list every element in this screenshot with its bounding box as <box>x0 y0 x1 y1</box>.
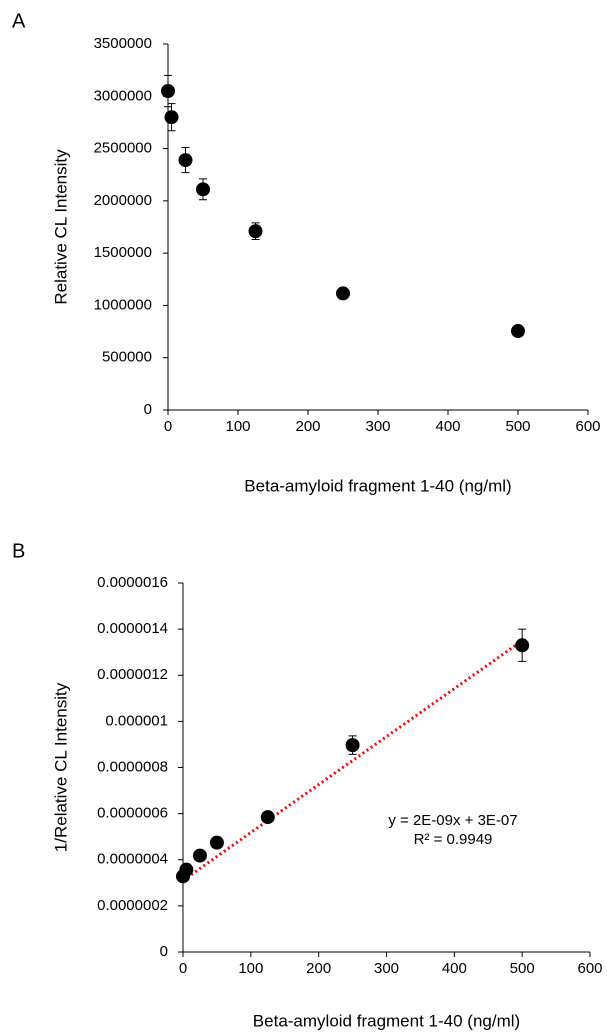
panel-label: B <box>12 540 25 562</box>
data-point <box>164 110 179 125</box>
x-tick-label: 500 <box>505 418 530 435</box>
data-point <box>515 638 530 653</box>
y-tick-label: 0.0000006 <box>97 805 168 822</box>
y-tick-label: 0 <box>160 943 168 960</box>
y-tick-label: 3500000 <box>94 35 152 52</box>
x-tick-label: 400 <box>442 960 467 977</box>
data-point <box>345 738 360 753</box>
y-tick-label: 0.0000002 <box>97 897 168 914</box>
data-point <box>161 84 175 99</box>
y-tick-label: 2000000 <box>94 192 152 209</box>
y-tick-label: 2500000 <box>94 140 152 157</box>
data-point <box>209 835 224 850</box>
x-tick-label: 500 <box>510 960 535 977</box>
panel-label: A <box>12 10 26 32</box>
data-point <box>196 182 210 197</box>
y-tick-label: 0.0000016 <box>97 574 168 591</box>
x-tick-label: 0 <box>164 418 172 435</box>
annotation: R² = 0.9949 <box>414 831 493 848</box>
y-tick-label: 1500000 <box>94 244 152 261</box>
y-tick-label: 0.0000004 <box>97 851 168 868</box>
data-point <box>260 810 275 825</box>
data-point <box>248 224 263 239</box>
data-point <box>511 324 525 339</box>
x-tick-label: 600 <box>575 418 600 435</box>
y-tick-label: 0.0000008 <box>97 758 168 775</box>
x-tick-label: 300 <box>365 418 390 435</box>
y-tick-label: 0.0000012 <box>97 666 168 683</box>
y-axis-title: Relative CL Intensity <box>51 149 70 305</box>
data-point <box>179 862 194 877</box>
y-tick-label: 0.0000014 <box>97 620 168 637</box>
x-tick-label: 200 <box>295 418 320 435</box>
x-axis-title: Beta-amyloid fragment 1-40 (ng/ml) <box>253 1011 520 1030</box>
data-point <box>336 286 350 301</box>
x-tick-label: 400 <box>435 418 460 435</box>
x-tick-label: 0 <box>179 960 187 977</box>
y-tick-label: 0 <box>144 401 152 418</box>
x-tick-label: 300 <box>374 960 399 977</box>
data-point <box>192 848 207 863</box>
y-axis-title: 1/Relative CL Intensity <box>51 682 70 852</box>
y-tick-label: 500000 <box>102 349 152 366</box>
x-tick-label: 100 <box>238 960 263 977</box>
y-tick-label: 1000000 <box>94 296 152 313</box>
trendline <box>182 639 524 882</box>
annotation: y = 2E-09x + 3E-07 <box>388 812 517 829</box>
x-tick-label: 200 <box>306 960 331 977</box>
data-point <box>178 153 193 168</box>
x-axis-title: Beta-amyloid fragment 1-40 (ng/ml) <box>244 476 511 495</box>
x-tick-label: 600 <box>577 960 602 977</box>
x-tick-label: 100 <box>225 418 250 435</box>
y-tick-label: 0.000001 <box>105 712 168 729</box>
y-tick-label: 3000000 <box>94 87 152 104</box>
